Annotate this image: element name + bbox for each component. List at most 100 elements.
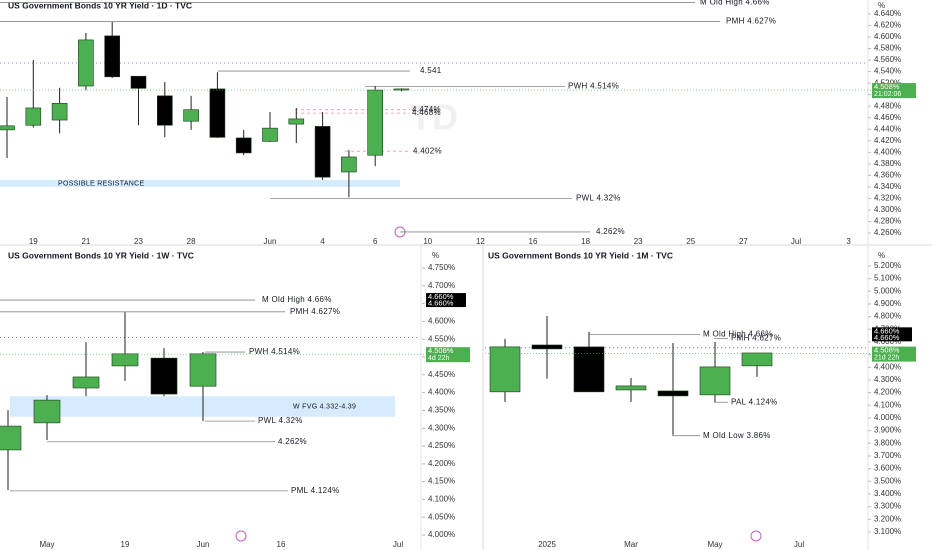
x-tick-label: 18 [581,237,590,246]
level-label: 4.474% [412,105,441,114]
high-tag-label: 4.660% [874,326,900,335]
y-tick-label: 4.540% [874,67,901,76]
high-tag-label: 4.660% [428,299,454,308]
level-label: 4.468% [412,108,441,117]
candle-body [209,88,226,138]
x-tick-label: 28 [187,237,196,246]
axis-unit: % [432,251,439,260]
x-tick-label: Jul [393,540,403,549]
y-tick-label: 4.000% [428,530,455,539]
y-tick-label: 4.460% [874,113,901,122]
price-tag-label: 4.508% [874,346,900,355]
y-tick-label: 4.200% [428,459,455,468]
price-tag-countdown: 4d 22h [428,355,450,362]
y-tick-label: 5.200% [874,261,901,270]
y-tick-label: 4.300% [874,375,901,384]
y-tick-label: 3.700% [874,451,901,460]
y-tick-label: 3.900% [874,426,901,435]
candle-body [367,89,384,156]
price-tag-label: 4.508% [428,346,454,355]
level-label: PMH 4.627% [290,307,340,316]
price-tag [872,83,916,99]
x-tick-label: Mar [624,540,638,549]
high-tag [872,327,912,342]
y-tick-label: 4.400% [874,147,901,156]
chart-title: US Government Bonds 10 YR Yield · 1W · T… [8,250,194,260]
candle-body [699,366,731,396]
y-tick-label: 4.150% [428,477,455,486]
y-tick-label: 4.640% [874,9,901,18]
y-tick-label: 4.600% [428,317,455,326]
level-label: M Old High 4.66% [262,295,332,304]
y-tick-label: 4.100% [428,495,455,504]
axis-unit: % [878,251,885,260]
candle-body [657,390,689,397]
x-tick-label: 16 [277,540,286,549]
y-tick-label: 4.700% [428,281,455,290]
level-label: PWH 4.514% [249,347,300,356]
candle-body [104,35,120,78]
y-tick-label: 3.200% [874,514,901,523]
y-tick-label: 4.480% [874,101,901,110]
level-label: 4.262% [596,227,625,236]
y-tick-label: 4.600% [874,32,901,41]
candle-body [573,346,605,393]
x-tick-label: 3 [846,237,851,246]
event-icon [235,530,247,542]
y-tick-label: 5.000% [874,286,901,295]
x-tick-label: 19 [29,237,38,246]
x-tick-label: Jun [264,237,277,246]
y-tick-label: 4.050% [428,512,455,521]
high-tag-label: 4.660% [428,292,454,301]
level-label: M Old Low 3.86% [703,431,771,440]
y-tick-label: 5.100% [874,274,901,283]
level-label: M Old High 4.66% [703,329,773,338]
level-label: PWL 4.32% [576,194,621,203]
level-label: 4.402% [413,146,442,155]
candle-body [341,156,357,173]
price-tag-countdown: 21d 22h [874,354,899,361]
x-tick-label: 16 [529,237,538,246]
y-tick-label: 3.600% [874,464,901,473]
y-tick-label: 4.400% [428,388,455,397]
candle-body [111,353,139,367]
zone [0,180,400,187]
y-tick-label: 4.000% [874,413,901,422]
high-tag [426,293,466,308]
x-tick-label: Jul [791,237,801,246]
candle-body [183,109,199,122]
x-tick-label: 10 [423,237,432,246]
candle-body [314,126,331,178]
candle-body [531,344,563,350]
zone-label: POSSIBLE RESISTANCE [58,180,145,187]
high-tag-label: 4.660% [874,333,900,342]
level-label: M Old High 4.66% [700,0,770,7]
level-label: 4.262% [278,437,307,446]
y-tick-label: 4.320% [874,194,901,203]
candle-body [25,107,42,126]
y-tick-label: 4.620% [874,21,901,30]
level-label: PML 4.124% [291,486,340,495]
y-tick-label: 3.100% [874,527,901,536]
candle-body [0,425,22,451]
y-tick-label: 4.600% [874,337,901,346]
candle-body [615,385,647,391]
y-tick-label: 3.400% [874,489,901,498]
y-tick-label: 3.800% [874,438,901,447]
x-tick-label: 4 [320,237,325,246]
y-tick-label: 4.380% [874,159,901,168]
candle-body [157,95,173,126]
candle-body [33,399,61,424]
price-tag-label: 4.508% [874,82,900,91]
candle-body [393,88,410,91]
candle-body [0,125,15,131]
level-label: PAL 4.124% [731,397,778,406]
x-tick-label: 6 [373,237,378,246]
price-tag-countdown: 21:02:06 [874,91,901,98]
x-tick-label: Jul [794,540,804,549]
x-tick-label: 21 [81,237,90,246]
y-tick-label: 4.400% [874,362,901,371]
candle-body [262,127,278,142]
x-tick-label: 23 [134,237,143,246]
